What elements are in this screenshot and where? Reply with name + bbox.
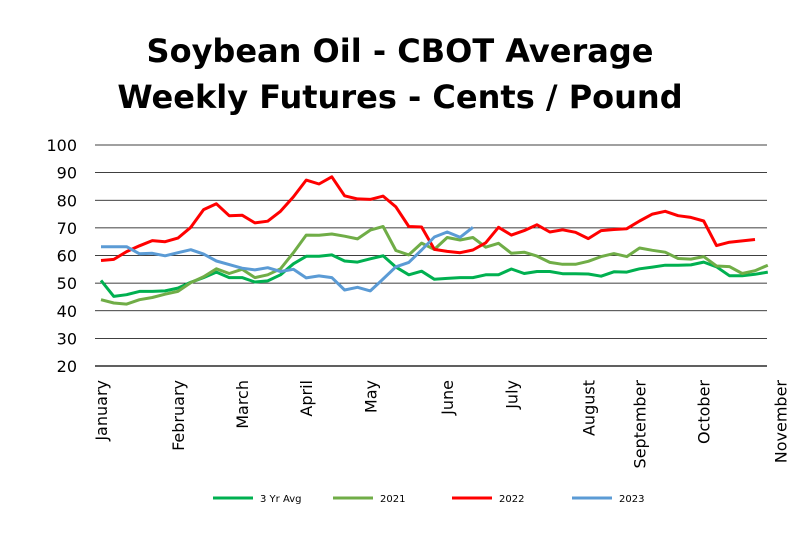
legend-label: 3 Yr Avg	[260, 494, 301, 505]
series-layer	[99, 175, 769, 306]
series-line-2022	[100, 175, 756, 262]
y-tick-label: 60	[57, 247, 77, 266]
series-line-3-yr-avg	[99, 253, 769, 298]
y-tick-label: 30	[57, 329, 77, 348]
x-tick-label: September	[631, 380, 650, 469]
chart-title-line-1: Soybean Oil - CBOT Average	[146, 32, 654, 70]
y-tick-label: 80	[57, 191, 77, 210]
x-tick-label: June	[438, 380, 457, 416]
y-tick-label: 40	[57, 302, 77, 321]
legend: 3 Yr Avg 2021 2022 2023	[213, 494, 644, 505]
y-tick-label: 90	[57, 164, 77, 183]
x-tick-label: February	[169, 380, 188, 451]
y-tick-labels: 20 30 40 50 60 70 80 90 100	[46, 136, 77, 376]
x-tick-label: November	[772, 380, 791, 464]
y-tick-label: 20	[57, 357, 77, 376]
legend-label: 2021	[380, 494, 405, 505]
chart-title-line-2: Weekly Futures - Cents / Pound	[117, 78, 683, 116]
legend-label: 2022	[499, 494, 524, 505]
y-tick-label: 70	[57, 219, 77, 238]
x-tick-label: April	[297, 380, 316, 417]
x-tick-label: May	[361, 380, 380, 413]
x-tick-label: July	[502, 380, 521, 410]
grid-layer	[95, 144, 767, 367]
x-tick-label: August	[579, 380, 598, 436]
x-tick-label: March	[233, 380, 252, 429]
y-tick-label: 50	[57, 274, 77, 293]
x-tick-labels: January February March April May June July Augu…	[92, 380, 791, 469]
x-tick-label: October	[695, 380, 714, 444]
x-tick-label: January	[92, 380, 111, 442]
y-tick-label: 100	[46, 136, 77, 155]
legend-label: 2023	[619, 494, 644, 505]
series-line-2023	[101, 226, 474, 293]
